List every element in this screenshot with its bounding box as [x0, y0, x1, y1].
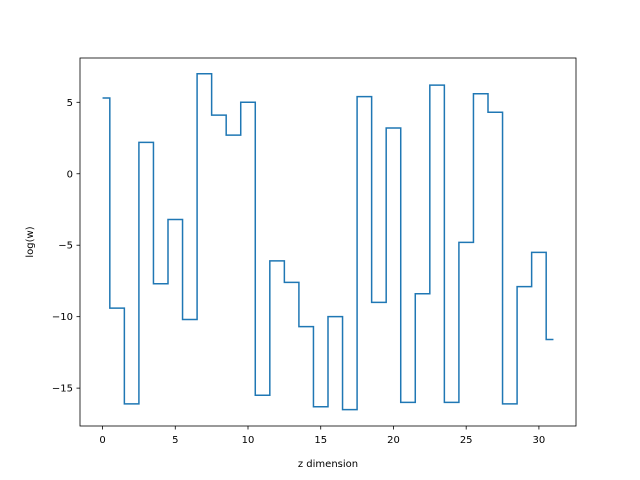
- y-axis-label: log(w): [25, 226, 36, 257]
- y-tick-label: 5: [67, 98, 73, 109]
- x-axis-ticks: 0 5 10 15 20 25 30: [99, 426, 545, 446]
- x-tick-label: 5: [172, 435, 178, 446]
- y-tick-label: −15: [52, 384, 73, 395]
- series-line: [102, 72, 554, 411]
- x-tick-label: 0: [99, 435, 105, 446]
- x-tick-label: 25: [460, 435, 473, 446]
- x-tick-label: 30: [533, 435, 546, 446]
- x-tick-label: 20: [387, 435, 400, 446]
- x-tick-label: 10: [242, 435, 255, 446]
- y-tick-label: −5: [58, 241, 73, 252]
- series-layer: [102, 72, 554, 411]
- y-tick-label: −10: [52, 312, 73, 323]
- x-tick-label: 15: [314, 435, 327, 446]
- plot-frame: [79, 57, 577, 427]
- y-tick-label: 0: [67, 169, 73, 180]
- x-axis-label: z dimension: [298, 459, 358, 470]
- y-axis-ticks: −15 −10 −5 0 5: [52, 98, 80, 395]
